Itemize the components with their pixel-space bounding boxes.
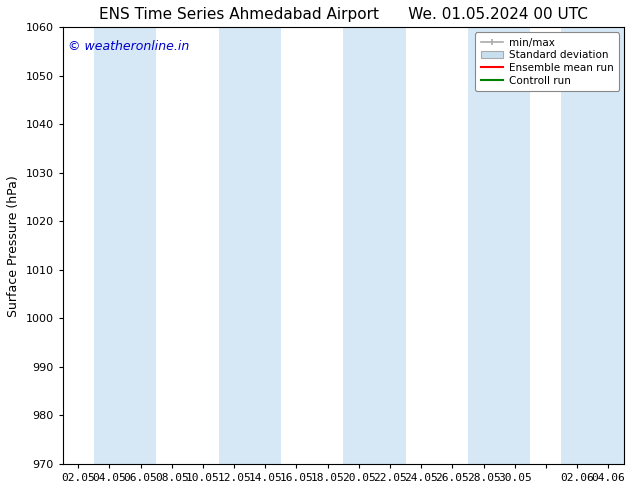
Bar (219, 27, 281, 464)
Text: © weatheronline.in: © weatheronline.in (68, 40, 190, 53)
Y-axis label: Surface Pressure (hPa): Surface Pressure (hPa) (7, 175, 20, 317)
Bar (343, 27, 406, 464)
Bar (562, 27, 624, 464)
Bar (468, 27, 530, 464)
Title: ENS Time Series Ahmedabad Airport      We. 01.05.2024 00 UTC: ENS Time Series Ahmedabad Airport We. 01… (99, 7, 588, 22)
Legend: min/max, Standard deviation, Ensemble mean run, Controll run: min/max, Standard deviation, Ensemble me… (476, 32, 619, 91)
Bar (94, 27, 156, 464)
